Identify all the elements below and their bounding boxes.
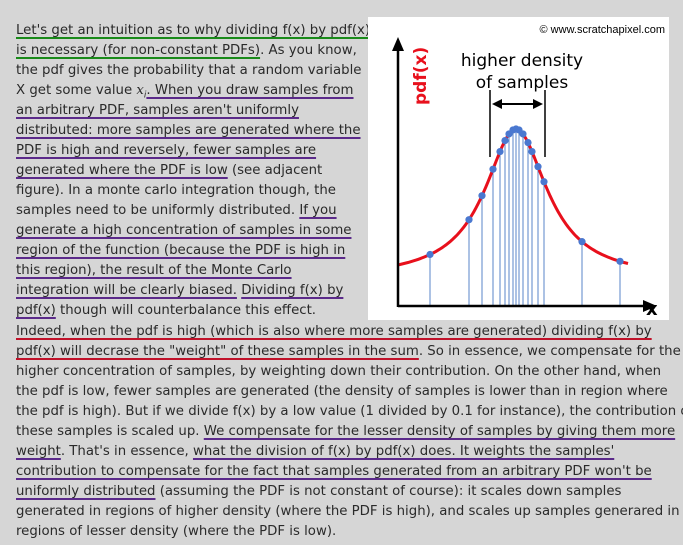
text-segment: pdf(x) bbox=[16, 303, 56, 318]
text-segment: samples need to be uniformly distributed… bbox=[16, 203, 300, 218]
text-segment: this region), the result of the Monte Ca… bbox=[16, 263, 292, 278]
text-line: Let's get an intuition as to why dividin… bbox=[16, 21, 370, 41]
text-segment: Let's get an intuition as to why dividin… bbox=[16, 23, 371, 38]
text-segment: generated in regions of higher density (… bbox=[16, 504, 680, 519]
text-segment: these samples is scaled up. bbox=[16, 424, 204, 439]
text-segment: . As you know, bbox=[260, 43, 357, 58]
text-segment: the pdf is low, fewer samples are genera… bbox=[16, 384, 668, 399]
text-line: integration will be clearly biased. Divi… bbox=[16, 281, 361, 301]
y-axis-arrow-icon bbox=[392, 37, 404, 51]
text-line: contribution to compensate for the fact … bbox=[16, 462, 670, 482]
text-line: the pdf gives the probability that a ran… bbox=[16, 61, 361, 81]
sample-point bbox=[524, 139, 532, 147]
text-segment: though will counterbalance this effect. bbox=[55, 303, 317, 318]
text-segment: Dividing f(x) by bbox=[241, 283, 344, 298]
sample-point bbox=[489, 165, 497, 173]
sample-point bbox=[534, 163, 542, 171]
sample-points bbox=[426, 125, 624, 265]
text-segment: Indeed, when the pdf is high (which is a… bbox=[16, 324, 652, 339]
density-arrow-right-icon bbox=[533, 99, 543, 109]
density-arrow-left-icon bbox=[492, 99, 502, 109]
text-segment: region of the function (because the PDF … bbox=[16, 243, 346, 258]
text-segment: figure). In a monte carlo integration th… bbox=[16, 183, 336, 198]
text-segment: weight bbox=[16, 444, 61, 459]
text-segment: contribution to compensate for the fact … bbox=[16, 464, 652, 479]
text-segment: (assuming the PDF is not constant of cou… bbox=[155, 484, 622, 499]
text-line: pdf(x) will decrase the "weight" of thes… bbox=[16, 342, 681, 362]
annotation-line-1: higher density bbox=[461, 51, 583, 71]
text-line: generated in regions of higher density (… bbox=[16, 502, 680, 522]
text-line: the pdf is low, fewer samples are genera… bbox=[16, 382, 670, 402]
sample-point bbox=[465, 216, 473, 224]
text-segment: generated where the PDF is low bbox=[16, 163, 228, 178]
sample-point bbox=[496, 147, 504, 156]
text-segment: . That's in essence, bbox=[60, 444, 193, 459]
sample-point bbox=[616, 257, 624, 265]
text-line: higher concentration of samples, by weig… bbox=[16, 362, 670, 382]
text-line: this region), the result of the Monte Ca… bbox=[16, 261, 361, 281]
text-segment: (see adjacent bbox=[227, 163, 323, 178]
text-line: generated where the PDF is low (see adja… bbox=[16, 161, 361, 181]
sample-point bbox=[519, 130, 527, 138]
sample-point bbox=[478, 192, 486, 200]
text-segment: i bbox=[143, 90, 147, 101]
text-line: region of the function (because the PDF … bbox=[16, 241, 361, 261]
full-width-paragraph: Indeed, when the pdf is high (which is a… bbox=[16, 322, 683, 542]
annotation-line-2: of samples bbox=[476, 73, 569, 93]
text-segment: is necessary (for non-constant PDFs) bbox=[16, 43, 261, 58]
text-line: samples need to be uniformly distributed… bbox=[16, 201, 361, 221]
text-segment: pdf(x) will decrase the "weight" of thes… bbox=[16, 344, 419, 359]
text-segment: distributed: more samples are generated … bbox=[16, 123, 361, 138]
text-segment: We compensate for the lesser density of … bbox=[203, 424, 676, 439]
text-segment: generate a high concentration of samples… bbox=[16, 223, 352, 238]
sample-point bbox=[578, 238, 586, 246]
text-line: PDF is high and reversely, fewer samples… bbox=[16, 141, 361, 161]
text-line: these samples is scaled up. We compensat… bbox=[16, 422, 675, 442]
x-axis-arrow-icon bbox=[643, 300, 657, 312]
text-line: regions of lesser density (where the PDF… bbox=[16, 522, 670, 542]
text-segment: the pdf is high). But if we divide f(x) … bbox=[16, 404, 683, 419]
text-segment: If you bbox=[299, 203, 337, 218]
column-paragraph: Let's get an intuition as to why dividin… bbox=[16, 21, 370, 321]
sample-lines bbox=[429, 129, 621, 305]
text-segment: an arbitrary PDF, samples aren't uniform… bbox=[16, 103, 299, 118]
text-line: weight. That's in essence, what the divi… bbox=[16, 442, 670, 462]
pdf-sampling-figure: © www.scratchapixel.com pdf(x) x higher … bbox=[368, 17, 669, 320]
text-line: figure). In a monte carlo integration th… bbox=[16, 181, 361, 201]
text-line: X get some value xi. When you draw sampl… bbox=[16, 81, 361, 101]
text-segment: x bbox=[136, 83, 144, 98]
text-segment: integration will be clearly biased. bbox=[16, 283, 237, 298]
text-line: Indeed, when the pdf is high (which is a… bbox=[16, 322, 670, 342]
text-segment: what the division of f(x) by pdf(x) does… bbox=[192, 444, 615, 459]
sample-point bbox=[426, 250, 434, 259]
text-segment: regions of lesser density (where the PDF… bbox=[16, 524, 337, 539]
text-segment: X get some value bbox=[16, 83, 137, 98]
text-segment: . So in essence, we compensate for the bbox=[418, 344, 681, 359]
sample-point bbox=[528, 147, 536, 156]
sample-point bbox=[501, 136, 509, 145]
text-line: generate a high concentration of samples… bbox=[16, 221, 361, 241]
text-segment: . When you draw samples from bbox=[146, 83, 354, 98]
sample-point bbox=[540, 178, 548, 186]
copyright-text: © www.scratchapixel.com bbox=[540, 24, 665, 36]
text-line: an arbitrary PDF, samples aren't uniform… bbox=[16, 101, 361, 121]
text-line: pdf(x) though will counterbalance this e… bbox=[16, 301, 361, 321]
text-segment: higher concentration of samples, by weig… bbox=[16, 364, 662, 379]
text-segment: the pdf gives the probability that a ran… bbox=[16, 63, 362, 78]
y-axis-label: pdf(x) bbox=[411, 47, 431, 105]
text-segment: PDF is high and reversely, fewer samples… bbox=[16, 143, 317, 158]
figure-svg: © www.scratchapixel.com pdf(x) x higher … bbox=[392, 24, 665, 320]
text-line: the pdf is high). But if we divide f(x) … bbox=[16, 402, 683, 422]
text-segment: uniformly distributed bbox=[16, 484, 156, 499]
x-axis-label: x bbox=[646, 299, 658, 320]
text-line: distributed: more samples are generated … bbox=[16, 121, 361, 141]
text-line: uniformly distributed (assuming the PDF … bbox=[16, 482, 670, 502]
text-line: is necessary (for non-constant PDFs). As… bbox=[16, 41, 361, 61]
